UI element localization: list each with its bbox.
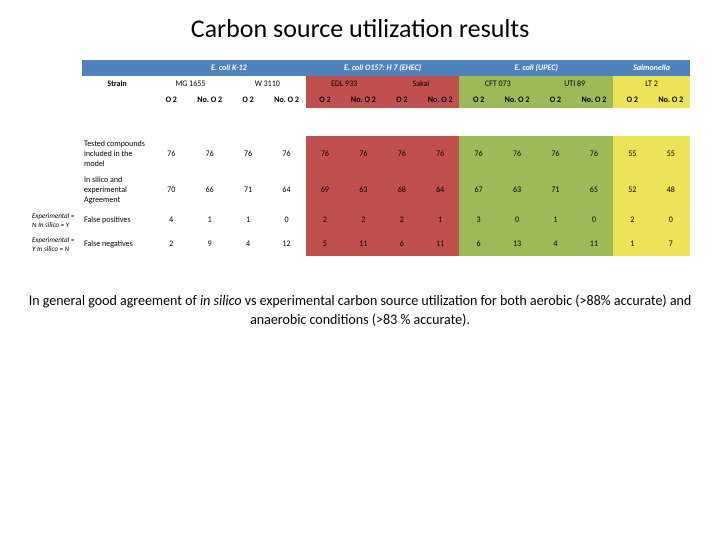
strain-cell: W 3110	[229, 76, 306, 92]
data-cell: 66	[190, 172, 228, 208]
noo2-cell: No. O 2	[344, 92, 382, 108]
data-cell: 70	[152, 172, 190, 208]
noo2-cell: No. O 2	[575, 92, 613, 108]
strain-cell: LT 2	[613, 76, 690, 92]
data-cell: 2	[306, 208, 344, 232]
data-cell: 1	[536, 208, 574, 232]
row-label: Tested compounds included in the model	[82, 136, 152, 172]
data-cell: 64	[421, 172, 459, 208]
data-cell: 55	[651, 136, 690, 172]
data-cell: 76	[383, 136, 421, 172]
data-cell: 76	[421, 136, 459, 172]
data-cell: 11	[344, 232, 382, 256]
noo2-cell: No. O 2	[498, 92, 536, 108]
group-header-row: E. coli K-12 E. coli O157: H 7 (EHEC) E.…	[30, 60, 690, 76]
data-cell: 1	[190, 208, 228, 232]
row-label: False negatives	[82, 232, 152, 256]
strain-cell: EDL 933	[306, 76, 383, 92]
strain-cell: MG 1655	[152, 76, 229, 92]
data-cell: 0	[498, 208, 536, 232]
data-cell: 76	[267, 136, 305, 172]
data-cell: 1	[229, 208, 267, 232]
data-cell: 1	[613, 232, 651, 256]
data-cell: 2	[344, 208, 382, 232]
o2-header-row: O 2 No. O 2 O 2 No. O 2 O 2 No. O 2 O 2 …	[30, 92, 690, 108]
o2-cell: O 2	[229, 92, 267, 108]
data-cell: 76	[152, 136, 190, 172]
strain-cell: Sakai	[383, 76, 460, 92]
page-title: Carbon source utilization results	[0, 12, 720, 44]
strain-cell: UTI 89	[536, 76, 613, 92]
noo2-cell: No. O 2	[651, 92, 690, 108]
noo2-cell: No. O 2	[190, 92, 228, 108]
o2-cell: O 2	[306, 92, 344, 108]
left-note: Experimental = Y In silico = N	[30, 232, 82, 256]
data-cell: 76	[536, 136, 574, 172]
strain-cell: CFT 073	[459, 76, 536, 92]
data-cell: 76	[306, 136, 344, 172]
data-cell: 9	[190, 232, 228, 256]
noo2-cell: No. O 2	[267, 92, 305, 108]
data-cell: 0	[267, 208, 305, 232]
row-label: In silico and experimental Agreement	[82, 172, 152, 208]
strain-label-cell: Strain	[82, 76, 152, 92]
group-header-cell: E. coli K-12	[152, 60, 306, 76]
data-cell: 71	[536, 172, 574, 208]
data-cell: 71	[229, 172, 267, 208]
group-header-cell: E. coli O157: H 7 (EHEC)	[306, 60, 460, 76]
group-header-cell: E. coli (UPEC)	[459, 60, 613, 76]
o2-cell: O 2	[536, 92, 574, 108]
data-cell: 11	[421, 232, 459, 256]
data-cell: 0	[651, 208, 690, 232]
data-cell: 5	[306, 232, 344, 256]
data-cell: 3	[459, 208, 497, 232]
data-cell: 76	[344, 136, 382, 172]
table-row: Tested compounds included in the model 7…	[30, 136, 690, 172]
data-cell: 76	[459, 136, 497, 172]
data-cell: 2	[383, 208, 421, 232]
data-cell: 76	[498, 136, 536, 172]
table-row: In silico and experimental Agreement 70 …	[30, 172, 690, 208]
data-cell: 1	[421, 208, 459, 232]
data-cell: 11	[575, 232, 613, 256]
data-cell: 63	[344, 172, 382, 208]
group-header-cell: Salmonella	[613, 60, 690, 76]
left-note: Experimental = N In silico = Y	[30, 208, 82, 232]
data-cell: 63	[498, 172, 536, 208]
data-cell: 0	[575, 208, 613, 232]
table-row: Experimental = Y In silico = N False neg…	[30, 232, 690, 256]
data-cell: 13	[498, 232, 536, 256]
group-header-cell	[82, 60, 152, 76]
data-cell: 6	[459, 232, 497, 256]
data-cell: 68	[383, 172, 421, 208]
noo2-cell: No. O 2	[421, 92, 459, 108]
row-label: False positives	[82, 208, 152, 232]
data-cell: 67	[459, 172, 497, 208]
data-cell: 2	[152, 232, 190, 256]
data-cell: 52	[613, 172, 651, 208]
data-cell: 76	[229, 136, 267, 172]
data-cell: 4	[536, 232, 574, 256]
data-cell: 48	[651, 172, 690, 208]
data-cell: 76	[575, 136, 613, 172]
data-cell: 2	[613, 208, 651, 232]
data-cell: 6	[383, 232, 421, 256]
o2-cell: O 2	[613, 92, 651, 108]
o2-cell: O 2	[459, 92, 497, 108]
table-row: Experimental = N In silico = Y False pos…	[30, 208, 690, 232]
conclusion-text: In general good agreement of in silico v…	[28, 292, 692, 330]
data-cell: 4	[152, 208, 190, 232]
data-cell: 4	[229, 232, 267, 256]
data-cell: 76	[190, 136, 228, 172]
data-cell: 12	[267, 232, 305, 256]
o2-cell: O 2	[152, 92, 190, 108]
data-cell: 7	[651, 232, 690, 256]
o2-cell: O 2	[383, 92, 421, 108]
data-cell: 64	[267, 172, 305, 208]
strain-row: Strain MG 1655 W 3110 EDL 933 Sakai CFT …	[30, 76, 690, 92]
data-cell: 69	[306, 172, 344, 208]
data-cell: 55	[613, 136, 651, 172]
results-table: E. coli K-12 E. coli O157: H 7 (EHEC) E.…	[30, 60, 690, 256]
data-cell: 65	[575, 172, 613, 208]
